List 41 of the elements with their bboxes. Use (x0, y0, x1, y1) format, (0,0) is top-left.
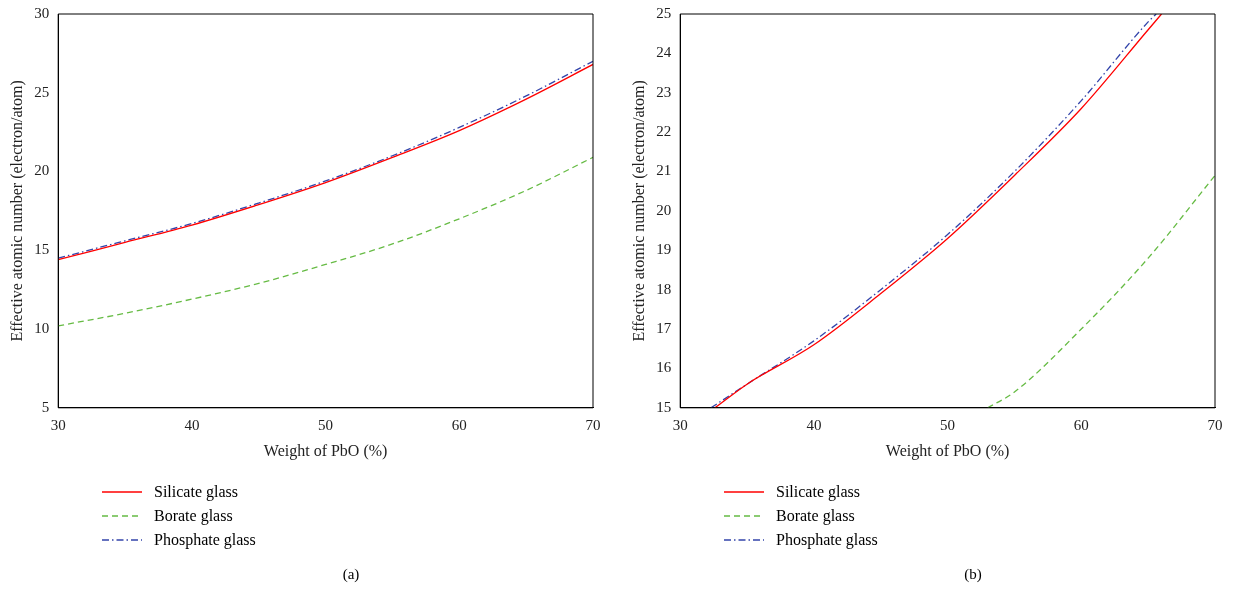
x-tick-label: 60 (1073, 416, 1089, 433)
x-tick-label: 50 (940, 416, 956, 433)
y-tick-label: 25 (34, 83, 50, 100)
text: (a) (341, 566, 361, 583)
x-tick-label: 40 (806, 416, 822, 433)
y-axis-title: Effective atomic number (electron/atom) (7, 80, 26, 342)
y-tick-label: 15 (34, 241, 50, 258)
y-tick-label: 20 (656, 201, 672, 218)
x-tick-label: 40 (184, 416, 200, 433)
y-tick-label: 5 (41, 398, 50, 415)
x-axis-title: Weight of PbO (%) (263, 441, 388, 460)
legend-label: Silicate glass (776, 483, 860, 501)
y-tick-label: 15 (656, 398, 672, 415)
legend-label: Silicate glass (154, 483, 238, 501)
legend-label: Phosphate glass (776, 531, 878, 549)
y-tick-label: 17 (656, 319, 672, 336)
line-series (58, 156, 593, 327)
y-tick-label: 25 (656, 4, 672, 21)
y-tick-label: 22 (656, 123, 672, 140)
x-tick-label: 30 (672, 416, 688, 433)
legend-label: Phosphate glass (154, 531, 256, 549)
x-tick-label: 70 (585, 416, 601, 433)
y-tick-label: 16 (656, 359, 672, 376)
y-tick-label: 10 (34, 319, 50, 336)
legend-label: Borate glass (154, 507, 233, 525)
x-axis-title: Weight of PbO (%) (885, 441, 1010, 460)
x-tick-label: 50 (318, 416, 334, 433)
text: (b) (963, 566, 983, 583)
y-tick-label: 30 (34, 4, 50, 21)
y-tick-label: 23 (656, 83, 672, 100)
y-tick-label: 21 (656, 162, 672, 179)
y-tick-label: 19 (656, 241, 672, 258)
line-series (987, 174, 1215, 408)
legend-label: Borate glass (776, 507, 855, 525)
y-axis-title: Effective atomic number (electron/atom) (629, 80, 648, 342)
y-tick-label: 20 (34, 162, 50, 179)
y-tick-label: 18 (656, 280, 672, 297)
y-tick-label: 24 (656, 44, 672, 61)
x-tick-label: 70 (1207, 416, 1223, 433)
x-tick-label: 30 (50, 416, 66, 433)
x-tick-label: 60 (451, 416, 467, 433)
